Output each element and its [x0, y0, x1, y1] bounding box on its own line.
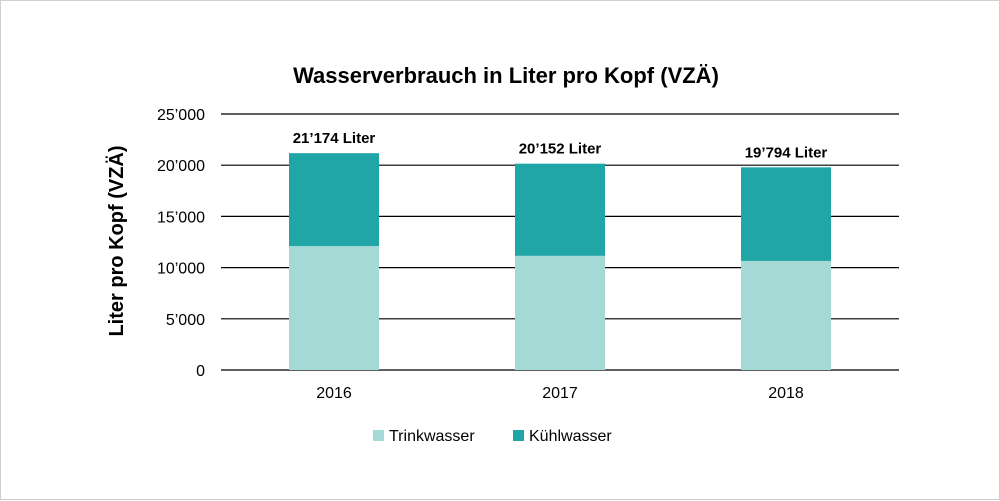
y-tick-label: 10’000 — [157, 261, 205, 278]
bar-trinkwasser-2016 — [289, 246, 379, 370]
legend-swatch-trinkwasser — [373, 430, 384, 441]
legend-label: Kühlwasser — [529, 428, 612, 445]
y-tick-label: 20’000 — [157, 158, 205, 175]
y-tick-label: 25’000 — [157, 107, 205, 124]
total-labels: 21’174 Liter 20’152 Liter 19’794 Liter — [293, 130, 828, 161]
y-tick-label: 15’000 — [157, 209, 205, 226]
total-label: 21’174 Liter — [293, 130, 376, 147]
bars — [289, 153, 831, 370]
y-tick-label: 5’000 — [166, 312, 205, 329]
bar-kühlwasser-2016 — [289, 153, 379, 247]
y-axis-label: Liter pro Kopf (VZÄ) — [105, 145, 128, 336]
y-tick-labels: 0 5’000 10’000 15’000 20’000 25’000 — [157, 107, 205, 380]
x-tick-label: 2016 — [316, 385, 352, 402]
y-tick-label: 0 — [196, 363, 205, 380]
bar-trinkwasser-2018 — [741, 260, 831, 370]
x-tick-labels: 2016 2017 2018 — [316, 385, 804, 402]
total-label: 19’794 Liter — [745, 144, 828, 161]
bar-kühlwasser-2018 — [741, 167, 831, 261]
legend-swatch-kühlwasser — [513, 430, 524, 441]
x-tick-label: 2018 — [768, 385, 804, 402]
total-label: 20’152 Liter — [519, 141, 602, 158]
x-tick-label: 2017 — [542, 385, 578, 402]
bar-kühlwasser-2017 — [515, 163, 605, 256]
legend-label: Trinkwasser — [389, 428, 475, 445]
bar-trinkwasser-2017 — [515, 255, 605, 370]
chart-title: Wasserverbrauch in Liter pro Kopf (VZÄ) — [293, 63, 719, 88]
legend: Trinkwasser Kühlwasser — [373, 428, 612, 445]
